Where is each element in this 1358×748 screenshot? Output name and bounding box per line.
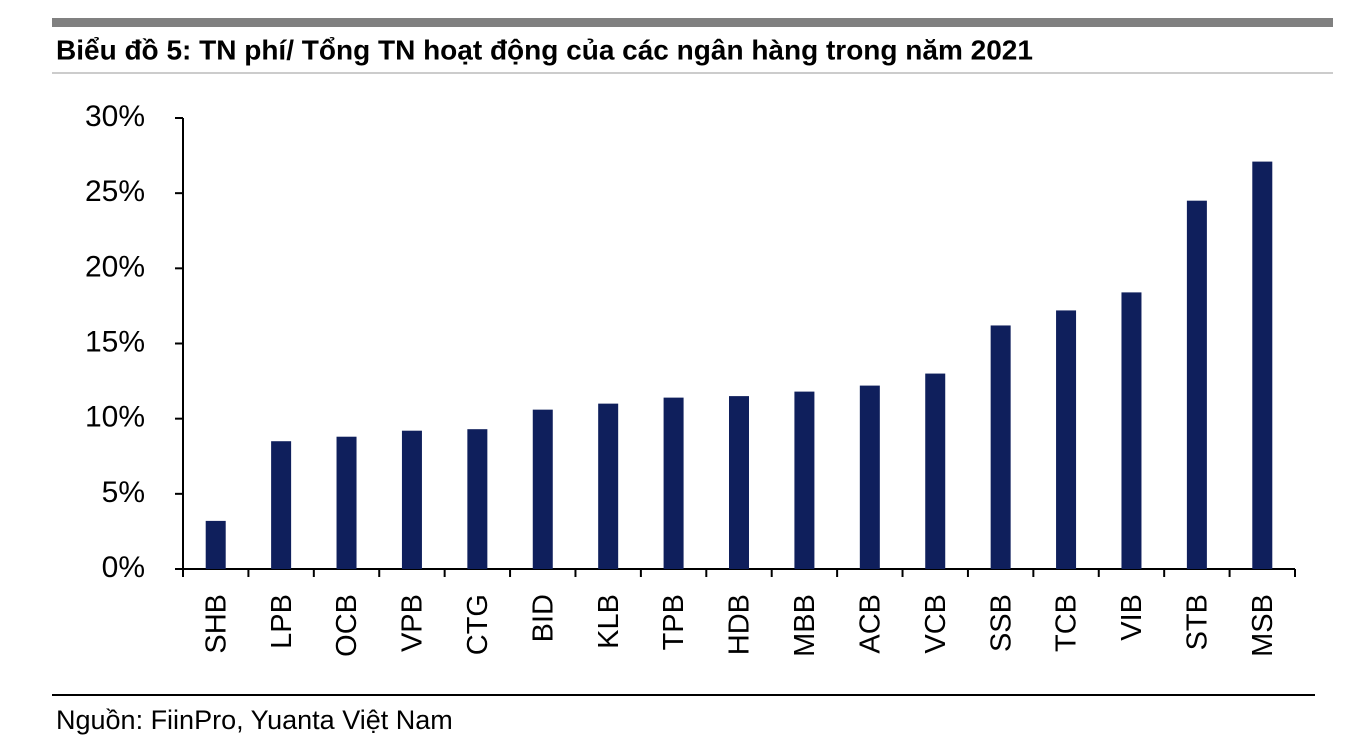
- bar: [925, 373, 946, 569]
- x-tick-label: ACB: [854, 594, 886, 654]
- x-tick-label: TCB: [1051, 594, 1083, 652]
- bar: [598, 403, 619, 569]
- source: Nguồn: FiinPro, Yuanta Việt Nam: [56, 705, 453, 735]
- y-tick-label: 15%: [85, 325, 145, 358]
- bar: [336, 436, 357, 569]
- bar: [1121, 292, 1142, 569]
- y-tick-label: 20%: [85, 250, 145, 283]
- x-tick-label: HDB: [724, 594, 756, 655]
- bar: [990, 325, 1011, 569]
- bar: [1056, 310, 1077, 569]
- header-bar: [52, 18, 1333, 27]
- chart-title: Biểu đồ 5: TN phí/ Tổng TN hoạt động của…: [56, 34, 1033, 65]
- x-tick-label: VCB: [920, 594, 952, 654]
- x-tick-label: BID: [527, 594, 559, 642]
- bar: [729, 396, 749, 569]
- bar: [401, 430, 422, 569]
- x-tick-label: KLB: [593, 594, 625, 649]
- x-tick-label: STB: [1182, 594, 1214, 650]
- x-tick-label: TPB: [658, 594, 690, 650]
- x-tick-label: MBB: [789, 594, 821, 657]
- x-tick-label: MSB: [1247, 594, 1279, 657]
- bar: [794, 391, 815, 569]
- bar: [1186, 200, 1207, 569]
- bar: [859, 385, 880, 569]
- x-tick-label: VIB: [1116, 594, 1148, 641]
- bar: [1252, 161, 1273, 569]
- y-tick-label: 30%: [85, 100, 145, 133]
- bar: [271, 441, 292, 569]
- x-tick-label: OCB: [331, 594, 363, 657]
- y-tick-label: 10%: [85, 401, 145, 434]
- x-tick-label: LPB: [266, 594, 298, 649]
- x-tick-label: CTG: [462, 594, 494, 655]
- x-tick-label: SSB: [985, 594, 1017, 652]
- y-tick-label: 25%: [85, 175, 145, 208]
- bar: [663, 397, 684, 569]
- x-tick-label: VPB: [397, 594, 429, 652]
- x-tick-label: SHB: [200, 594, 232, 654]
- y-tick-label: 0%: [102, 551, 145, 584]
- bar: [532, 409, 553, 569]
- y-tick-label: 5%: [102, 476, 145, 509]
- bar: [467, 429, 488, 569]
- bar: [205, 520, 226, 569]
